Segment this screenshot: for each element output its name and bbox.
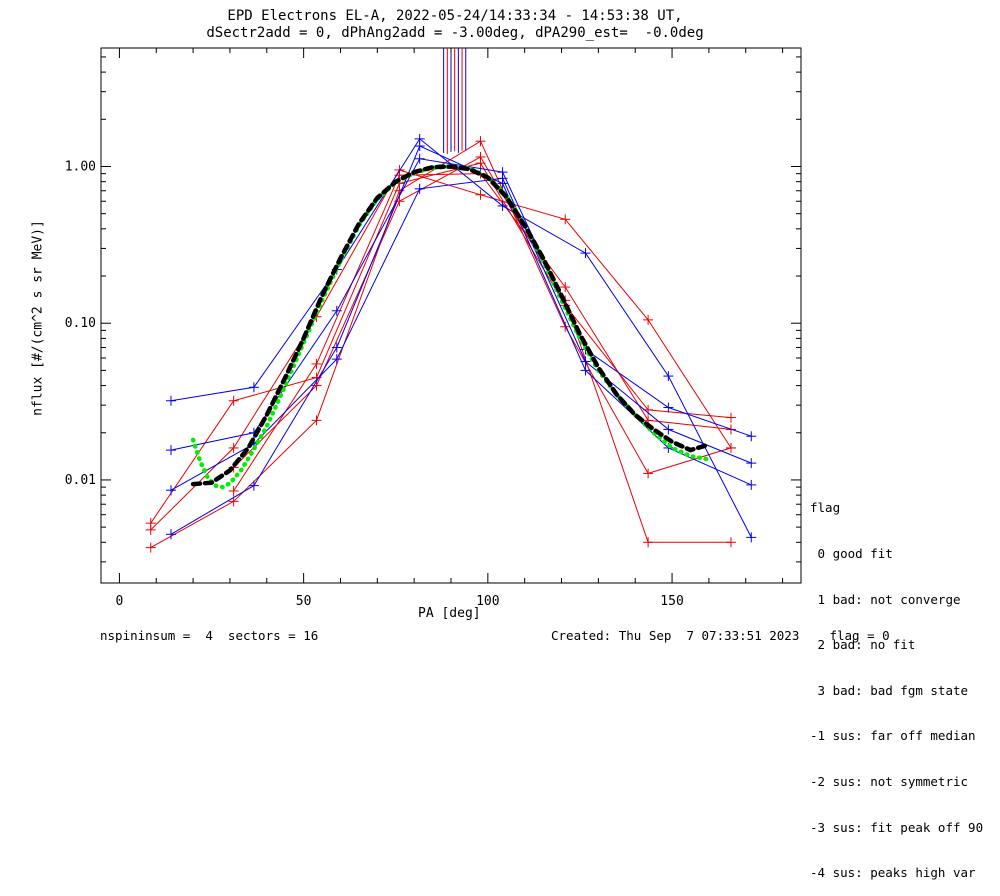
- blue-series-line: [170, 158, 752, 451]
- data-point: [560, 321, 571, 332]
- data-point: [475, 151, 486, 162]
- legend-title: flag: [810, 500, 841, 516]
- data-point: [726, 442, 736, 453]
- data-point: [746, 458, 757, 469]
- data-point: [746, 431, 757, 442]
- x-tick-label: 100: [476, 594, 499, 609]
- footer-left: nspininsum = 4 sectors = 16: [100, 628, 319, 643]
- legend-item: 1 bad: not converge: [810, 591, 961, 607]
- y-tick-label: 0.10: [65, 316, 96, 331]
- data-point: [145, 542, 156, 553]
- data-point: [311, 358, 322, 369]
- data-point: [746, 479, 757, 490]
- data-point: [414, 183, 425, 194]
- data-point: [166, 395, 176, 406]
- data-point: [166, 485, 176, 496]
- chart-plot: 0 50 100 150 0.01 0.10 1.00: [65, 47, 802, 609]
- legend-item: -3 sus: fit peak off 90: [810, 819, 984, 835]
- x-tick-label: 0: [116, 594, 124, 609]
- data-point: [643, 537, 654, 548]
- legend-item: -2 sus: not symmetric: [810, 774, 969, 790]
- blue-series-line: [170, 177, 752, 491]
- data-point: [248, 480, 259, 491]
- fit-curves: [190, 164, 712, 490]
- data-point: [643, 314, 654, 325]
- red-series-line: [233, 156, 731, 543]
- data-point: [580, 356, 591, 367]
- data-point: [145, 524, 156, 535]
- data-point: [414, 153, 425, 164]
- flag-legend: flag 0 good fit 1 bad: not converge 2 ba…: [810, 470, 983, 896]
- data-point: [497, 173, 508, 184]
- legend-item: -1 sus: far off median: [810, 728, 976, 744]
- data-point: [414, 141, 425, 152]
- red-series-line: [150, 162, 732, 524]
- data-point: [331, 354, 342, 365]
- chart-subtitle: dSectr2add = 0, dPhAng2add = -3.00deg, d…: [206, 25, 704, 41]
- data-point: [475, 136, 486, 147]
- data-point: [643, 468, 654, 479]
- x-axis-label: PA [deg]: [418, 606, 481, 621]
- red-series-line: [150, 140, 732, 549]
- data-point: [726, 412, 736, 423]
- data-point: [726, 537, 736, 548]
- black-fit-curve: [190, 164, 712, 487]
- chart-title: EPD Electrons EL-A, 2022-05-24/14:33:34 …: [227, 8, 683, 24]
- footer-right: Created: Thu Sep 7 07:33:51 2023 flag = …: [551, 628, 890, 643]
- x-tick-label: 150: [660, 594, 683, 609]
- data-point: [228, 485, 239, 496]
- y-axis-label: nflux [#/(cm^2 s sr MeV)]: [30, 220, 46, 416]
- data-point: [497, 200, 508, 211]
- data-point: [166, 529, 176, 540]
- data-point: [560, 282, 571, 293]
- axis-ticks: 0 50 100 150 0.01 0.10 1.00: [65, 48, 801, 609]
- y-tick-label: 1.00: [65, 159, 96, 174]
- legend-item: 0 good fit: [810, 546, 893, 562]
- data-point: [580, 248, 591, 259]
- data-point: [475, 189, 486, 200]
- data-point: [331, 305, 342, 316]
- data-point: [248, 382, 259, 393]
- blue-series-line: [170, 138, 752, 538]
- legend-item: -4 sus: peaks high var: [810, 865, 976, 881]
- data-point: [166, 445, 176, 456]
- data-point: [331, 342, 342, 353]
- blue-series-line: [170, 145, 752, 535]
- legend-item: 3 bad: bad fgm state: [810, 682, 969, 698]
- data-point: [746, 532, 757, 543]
- green-fit-curve: [190, 164, 712, 490]
- legend-item: 2 bad: no fit: [810, 637, 916, 653]
- data-point: [228, 395, 239, 406]
- data-point: [311, 415, 322, 426]
- red-series-line: [150, 169, 732, 531]
- data-point: [580, 365, 591, 376]
- x-tick-label: 50: [296, 594, 312, 609]
- data-point: [560, 214, 571, 225]
- data-point: [663, 424, 674, 435]
- data-point: [663, 371, 674, 382]
- data-series: [145, 48, 757, 553]
- y-tick-label: 0.01: [65, 473, 96, 488]
- data-point: [228, 442, 239, 453]
- data-point: [663, 402, 674, 413]
